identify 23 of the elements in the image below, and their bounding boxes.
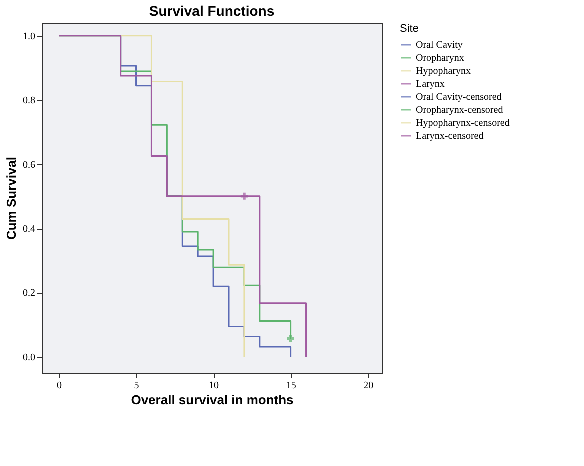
x-tick-label: 10	[209, 380, 220, 392]
legend-label: Oropharynx	[416, 53, 464, 64]
y-tick-label: 1.0	[23, 31, 36, 42]
legend-label: Oropharynx-censored	[416, 105, 504, 116]
y-tick-label: 0.2	[23, 288, 36, 300]
y-tick-label: 0.0	[23, 352, 36, 364]
legend-label: Oral Cavity-censored	[416, 92, 502, 103]
x-axis-title: Overall survival in months	[131, 392, 294, 408]
x-tick-label: 15	[286, 380, 296, 392]
legend-title: Site	[400, 23, 419, 35]
y-axis-title: Cum Survival	[4, 156, 19, 240]
x-tick-label: 5	[134, 380, 140, 392]
chart-title: Survival Functions	[149, 3, 275, 19]
x-tick-label: 0	[57, 380, 62, 392]
legend-label: Oral Cavity	[416, 40, 463, 51]
legend-label: Larynx	[416, 79, 445, 90]
y-tick-label: 0.6	[23, 160, 36, 171]
y-tick-label: 0.8	[23, 96, 36, 107]
y-tick-label: 0.4	[23, 224, 36, 236]
x-tick-label: 20	[364, 380, 374, 392]
legend-label: Larynx-censored	[416, 131, 484, 142]
legend-label: Hypopharynx-censored	[416, 118, 510, 129]
legend-label: Hypopharynx	[416, 66, 471, 77]
